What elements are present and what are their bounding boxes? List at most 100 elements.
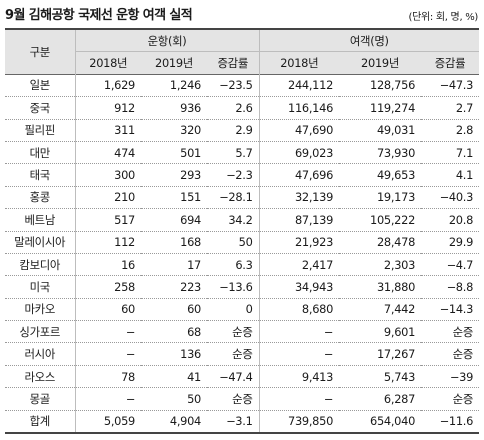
table-cell: 119,274 bbox=[370, 100, 416, 115]
table-cell: −8.8 bbox=[446, 279, 474, 294]
table-cell: −23.5 bbox=[219, 78, 253, 93]
table-row: 대만 474 501 5.7 69,023 73,930 7.1 bbox=[5, 141, 480, 164]
table-row: 필리핀 311 320 2.9 47,690 49,031 2.8 bbox=[5, 119, 480, 142]
sub-header: 2018년 bbox=[258, 51, 340, 75]
table-cell: 1,629 bbox=[74, 74, 141, 97]
table-cell: 7.1 bbox=[455, 145, 474, 160]
table-cell: 49,031 bbox=[376, 123, 416, 138]
table-cell: 28,478 bbox=[376, 235, 416, 250]
table-cell: 2.6 bbox=[235, 100, 253, 115]
table-cell: 69,023 bbox=[258, 141, 340, 164]
table-row: 캄보디아 16 17 6.3 2,417 2,303 −4.7 bbox=[5, 253, 480, 276]
row-label: 대만 bbox=[29, 145, 51, 160]
table-cell: −11.6 bbox=[439, 414, 474, 429]
table-cell: 8,680 bbox=[258, 298, 340, 321]
table-cell: 168 bbox=[180, 235, 201, 250]
table-cell: 293 bbox=[180, 168, 201, 183]
row-label: 마카오 bbox=[24, 302, 56, 317]
page-title: 9월 김해공항 국제선 운항 여객 실적 bbox=[5, 8, 193, 23]
row-label: 러시아 bbox=[24, 347, 56, 362]
table-cell: 112 bbox=[74, 231, 141, 254]
table-cell: 2.9 bbox=[235, 123, 253, 138]
table-cell: 501 bbox=[180, 145, 201, 160]
table-cell: 순증 bbox=[232, 391, 253, 406]
table-cell: 순증 bbox=[452, 324, 474, 339]
table-cell: −28.1 bbox=[219, 190, 253, 205]
table-cell: 87,139 bbox=[258, 208, 340, 232]
sub-header: 증감률 bbox=[207, 51, 260, 75]
group-header-passengers: 여객(명) bbox=[258, 28, 480, 53]
table-cell: 9,413 bbox=[258, 365, 340, 388]
table-cell: 105,222 bbox=[370, 212, 416, 227]
table-cell: 6.3 bbox=[235, 257, 253, 272]
table-cell: 474 bbox=[74, 141, 141, 164]
table-cell: −39 bbox=[449, 369, 474, 384]
table-cell: − bbox=[74, 320, 141, 343]
table-cell: 258 bbox=[74, 275, 141, 299]
table-cell: − bbox=[258, 342, 340, 366]
table-cell: 78 bbox=[74, 365, 141, 388]
table-cell: 17 bbox=[187, 257, 201, 272]
sub-header: 증감률 bbox=[421, 51, 480, 75]
table-cell: 5.7 bbox=[235, 145, 253, 160]
table-cell: 2.8 bbox=[455, 123, 474, 138]
row-label: 일본 bbox=[29, 78, 51, 93]
table-cell: − bbox=[74, 342, 141, 366]
table-cell: 34,943 bbox=[258, 275, 340, 299]
table-cell: 순증 bbox=[452, 347, 474, 362]
table-cell: 654,040 bbox=[370, 414, 416, 429]
sub-header: 2019년 bbox=[339, 51, 422, 75]
table-row: 싱가포르 −68 순증 −9,601 순증 bbox=[5, 320, 480, 343]
row-label: 홍콩 bbox=[29, 190, 51, 205]
table-row: 라오스 78 41 −47.4 9,413 5,743 −39 bbox=[5, 365, 480, 388]
table-cell: 41 bbox=[187, 369, 201, 384]
table-cell: 517 bbox=[74, 208, 141, 232]
title-row: 9월 김해공항 국제선 운항 여객 실적 (단위: 회, 명, %) bbox=[0, 0, 484, 28]
table-cell: 4.1 bbox=[455, 168, 474, 183]
corner-header: 구분 bbox=[5, 27, 75, 75]
table-cell: 29.9 bbox=[448, 235, 474, 250]
table-cell: −2.3 bbox=[226, 168, 253, 183]
row-label: 라오스 bbox=[24, 369, 56, 384]
table-cell: 2.7 bbox=[455, 100, 474, 115]
table-row: 마카오 60 60 0 8,680 7,442 −14.3 bbox=[5, 298, 480, 321]
table-cell: 6,287 bbox=[383, 391, 416, 406]
table-cell: 5,743 bbox=[383, 369, 416, 384]
total-row: 합계 5,059 4,904 −3.1 739,850 654,040 −11.6 bbox=[5, 410, 480, 434]
table-row: 홍콩 210 151 −28.1 32,139 19,173 −40.3 bbox=[5, 186, 480, 209]
row-label: 필리핀 bbox=[24, 123, 56, 138]
table-cell: −14.3 bbox=[439, 302, 474, 317]
table-cell: 694 bbox=[180, 212, 201, 227]
table-row: 베트남 517 694 34.2 87,139 105,222 20.8 bbox=[5, 208, 480, 232]
table-cell: 2,417 bbox=[258, 253, 340, 276]
table-cell: 16 bbox=[74, 253, 141, 276]
table-row: 말레이시아 112 168 50 21,923 28,478 29.9 bbox=[5, 231, 480, 254]
table-cell: 151 bbox=[180, 190, 201, 205]
table-row: 미국 258 223 −13.6 34,943 31,880 −8.8 bbox=[5, 275, 480, 299]
table-cell: 1,246 bbox=[169, 78, 201, 93]
table-cell: 244,112 bbox=[258, 74, 340, 97]
table-cell: 34.2 bbox=[228, 212, 253, 227]
table-cell: 순증 bbox=[232, 347, 253, 362]
table-cell: 73,930 bbox=[376, 145, 416, 160]
table-cell: 60 bbox=[187, 302, 201, 317]
table-cell: 50 bbox=[238, 235, 253, 250]
table-cell: 47,690 bbox=[258, 119, 340, 142]
table-cell: 순증 bbox=[232, 324, 253, 339]
sub-header: 2019년 bbox=[141, 51, 207, 75]
sub-header-row: 2018년 2019년 증감률 2018년 2019년 증감률 bbox=[5, 51, 480, 75]
table-row: 중국 912 936 2.6 116,146 119,274 2.7 bbox=[5, 96, 480, 120]
table-cell: − bbox=[74, 387, 141, 411]
table-cell: −47.4 bbox=[219, 369, 253, 384]
row-label: 미국 bbox=[29, 279, 51, 294]
row-label: 몽골 bbox=[29, 391, 51, 406]
table-cell: − bbox=[258, 320, 340, 343]
table-cell: −13.6 bbox=[219, 279, 253, 294]
table-cell: 320 bbox=[180, 123, 201, 138]
table-cell: 4,904 bbox=[169, 414, 201, 429]
row-label: 싱가포르 bbox=[19, 324, 61, 339]
table-cell: 210 bbox=[74, 186, 141, 209]
row-label: 태국 bbox=[29, 168, 51, 183]
table-cell: − bbox=[258, 387, 340, 411]
table-cell: 32,139 bbox=[258, 186, 340, 209]
